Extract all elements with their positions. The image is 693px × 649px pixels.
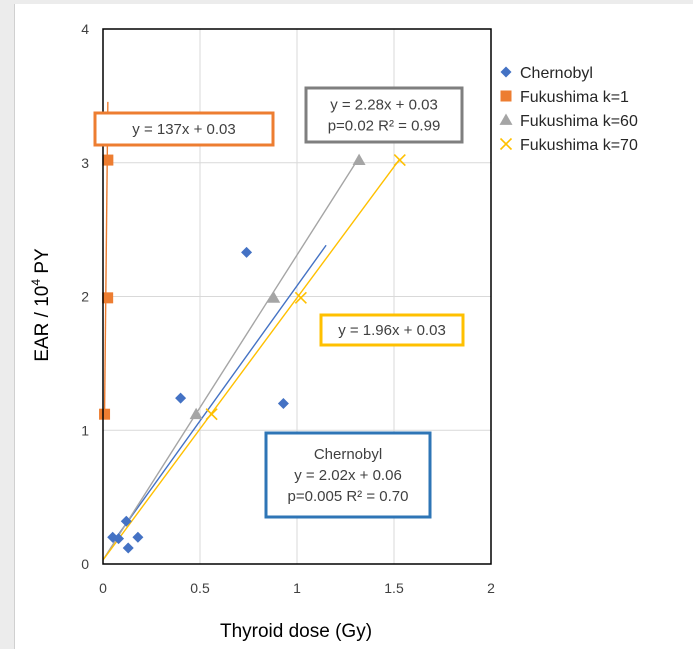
data-point-chernobyl [241, 247, 252, 258]
annotation-text-k60: p=0.02 R² = 0.99 [328, 118, 441, 135]
annotation-text-chernobyl: p=0.005 R² = 0.70 [288, 488, 409, 505]
legend-item-fukushima-k-70: Fukushima k=70 [501, 137, 638, 154]
legend-label-fukushima-k-1: Fukushima k=1 [520, 89, 629, 106]
trendline-fukushima-k-1 [105, 102, 108, 414]
legend-item-fukushima-k-60: Fukushima k=60 [500, 113, 638, 130]
annotation-k1: y = 137x + 0.03 [95, 113, 273, 145]
data-point-fukushima-k-70 [206, 409, 217, 420]
legend-marker-fukushima-k-70 [501, 139, 512, 150]
data-point-fukushima-k-1 [99, 409, 110, 420]
x-tick-label: 1 [293, 580, 301, 596]
annotation-k70: y = 1.96x + 0.03 [321, 315, 463, 345]
legend-marker-fukushima-k-1 [501, 91, 512, 102]
data-point-chernobyl [278, 398, 289, 409]
x-tick-label: 0.5 [190, 580, 210, 596]
legend: Chernobyl Fukushima k=1 Fukushima k=60 Fuku… [500, 65, 638, 154]
data-point-chernobyl [175, 393, 186, 404]
x-tick-label: 0 [99, 580, 107, 596]
annotation-chernobyl: Chernobyl y = 2.02x + 0.06 p=0.005 R² = 0.… [266, 433, 430, 517]
annotation-k60: y = 2.28x + 0.03 p=0.02 R² = 0.99 [306, 88, 462, 142]
legend-label-fukushima-k-70: Fukushima k=70 [520, 137, 638, 154]
data-point-chernobyl [132, 532, 143, 543]
data-point-fukushima-k-60 [190, 408, 203, 419]
y-tick-label: 4 [81, 21, 89, 37]
y-tick-label: 3 [81, 155, 89, 171]
annotation-text-chernobyl: Chernobyl [314, 446, 382, 463]
y-axis-title-main: EAR / 10 [32, 286, 53, 362]
x-tick-label: 1.5 [384, 580, 404, 596]
y-tick-label: 1 [81, 422, 89, 438]
annotation-text-k60: y = 2.28x + 0.03 [330, 97, 438, 114]
y-tick-label: 2 [81, 289, 89, 305]
y-axis-title: EAR / 104 PY [29, 248, 53, 362]
legend-label-chernobyl: Chernobyl [520, 65, 593, 82]
annotation-text-chernobyl: y = 2.02x + 0.06 [294, 467, 402, 484]
legend-item-fukushima-k-1: Fukushima k=1 [501, 89, 630, 106]
x-axis-title: Thyroid dose (Gy) [220, 621, 372, 642]
data-point-chernobyl [123, 542, 134, 553]
annotation-text-k1: y = 137x + 0.03 [132, 121, 235, 138]
y-axis-title-tail: PY [32, 248, 53, 279]
data-point-fukushima-k-60 [353, 154, 366, 165]
data-point-fukushima-k-1 [102, 292, 113, 303]
legend-label-fukushima-k-60: Fukushima k=60 [520, 113, 638, 130]
data-point-fukushima-k-70 [394, 155, 405, 166]
annotation-text-k70: y = 1.96x + 0.03 [338, 322, 446, 339]
data-point-fukushima-k-60 [267, 291, 280, 302]
legend-item-chernobyl: Chernobyl [501, 65, 593, 82]
x-tick-label: 2 [487, 580, 495, 596]
y-tick-label: 0 [81, 556, 89, 572]
data-point-fukushima-k-1 [102, 155, 113, 166]
legend-marker-fukushima-k-60 [500, 114, 513, 125]
legend-marker-chernobyl [501, 67, 512, 78]
